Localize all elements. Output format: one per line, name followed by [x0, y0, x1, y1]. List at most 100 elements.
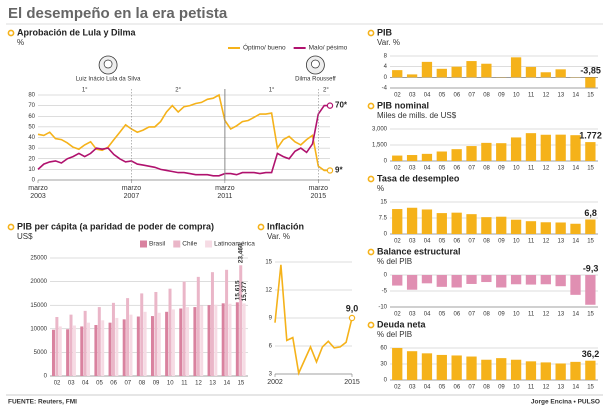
y-tick-label: 0 — [44, 374, 48, 380]
y-tick-label: 25000 — [30, 256, 47, 262]
bar — [69, 314, 73, 376]
chart-title: Balance estructural — [377, 246, 461, 256]
y-tick-label: 3 — [269, 372, 273, 378]
x-tick-label: 05 — [439, 312, 446, 318]
x-tick-label: 04 — [424, 312, 431, 318]
y-tick-label: 70 — [28, 103, 35, 109]
value-label: 70* — [335, 101, 348, 110]
bar — [481, 63, 492, 78]
bar — [451, 66, 462, 78]
bullet — [367, 321, 375, 329]
bar — [406, 351, 418, 380]
x-tick-label: 07 — [468, 385, 475, 391]
bar — [94, 325, 98, 376]
y-tick-label: 15 — [380, 200, 387, 206]
x-tick-label: 10 — [513, 166, 520, 172]
x-tick-label: 05 — [439, 166, 446, 172]
y-tick-label: 12 — [265, 288, 272, 294]
x-tick-label: marzo 2007 — [121, 185, 142, 200]
legend-swatch — [173, 240, 181, 248]
bullet — [367, 102, 375, 110]
x-tick-label: 05 — [96, 381, 103, 387]
x-tick-label: 12 — [543, 166, 550, 172]
bar — [80, 326, 84, 376]
bar — [392, 348, 403, 380]
x-tick-label: 12 — [543, 312, 550, 318]
x-tick-label: 02 — [394, 312, 401, 318]
x-tick-label: 2015 — [344, 379, 360, 386]
bar — [525, 361, 537, 380]
x-tick-label: 12 — [195, 381, 202, 387]
y-axis-label: Miles de mills. de US$ — [377, 111, 457, 120]
y-tick-label: 0 — [384, 273, 388, 279]
x-tick-label: 05 — [439, 239, 446, 245]
bar — [451, 355, 462, 380]
annotation: 2° — [323, 88, 329, 94]
bar — [207, 305, 211, 376]
x-tick-label: 13 — [558, 385, 565, 391]
annotation: Luiz Inácio Lula da Silva — [76, 77, 141, 83]
bar — [585, 77, 596, 88]
legend-label: Brasil — [149, 241, 166, 248]
annotation: 2° — [175, 88, 181, 94]
legend-label: Malo/ pésimo — [309, 45, 348, 52]
bar — [570, 135, 581, 161]
x-tick-label: 14 — [572, 93, 579, 99]
x-tick-label: 09 — [153, 381, 160, 387]
x-tick-label: 11 — [528, 385, 535, 391]
bar — [171, 309, 175, 376]
x-tick-label: 02 — [394, 166, 401, 172]
y-tick-label: 80 — [28, 93, 35, 99]
bar — [51, 329, 55, 376]
bar — [481, 217, 492, 234]
bar — [421, 209, 433, 234]
y-axis-label: % del PIB — [377, 330, 412, 339]
bar — [421, 353, 433, 380]
bar — [555, 275, 566, 287]
x-tick-label: 03 — [409, 312, 416, 318]
bar — [540, 72, 551, 78]
bar — [392, 70, 403, 78]
x-tick-label: 04 — [424, 166, 431, 172]
bar — [108, 322, 112, 376]
bar — [496, 358, 507, 380]
bar — [111, 302, 115, 376]
line — [37, 104, 330, 177]
x-tick-label: 12 — [543, 385, 550, 391]
value-label: 9* — [335, 166, 343, 175]
bar — [242, 303, 246, 376]
x-tick-label: 08 — [483, 312, 490, 318]
value-label: 15,615 — [234, 280, 241, 300]
bar — [182, 281, 186, 376]
value-label: 36,2 — [582, 349, 600, 359]
line — [37, 93, 330, 172]
value-label: 15,377 — [241, 281, 248, 301]
x-tick-label: 13 — [558, 166, 565, 172]
x-tick-label: 2002 — [267, 379, 283, 386]
y-tick-label: 15 — [265, 260, 272, 266]
x-tick-label: 11 — [528, 312, 535, 318]
bar — [143, 311, 147, 376]
y-tick-label: 20000 — [30, 279, 47, 285]
chart-title: PIB per cápita (a paridad de poder de co… — [17, 221, 214, 231]
value-label: 9,0 — [346, 303, 359, 313]
bar — [193, 307, 197, 376]
bar — [555, 69, 566, 78]
bullet — [257, 223, 265, 231]
credit: Jorge Encina • PULSO — [531, 399, 600, 406]
x-tick-label: 03 — [409, 166, 416, 172]
x-tick-label: 02 — [394, 93, 401, 99]
y-tick-label: 15000 — [30, 303, 47, 309]
bar — [466, 275, 477, 284]
bar — [481, 275, 492, 283]
x-tick-label: 04 — [424, 93, 431, 99]
y-axis-label: % — [377, 184, 384, 193]
x-tick-label: 06 — [454, 239, 461, 245]
x-tick-label: 15 — [587, 239, 594, 245]
x-tick-label: 14 — [572, 385, 579, 391]
y-axis-label: Var. % — [377, 38, 400, 47]
bar — [168, 288, 172, 376]
bar — [585, 142, 596, 161]
legend-label: Latinoamérica — [214, 241, 255, 248]
x-tick-label: 09 — [498, 166, 505, 172]
